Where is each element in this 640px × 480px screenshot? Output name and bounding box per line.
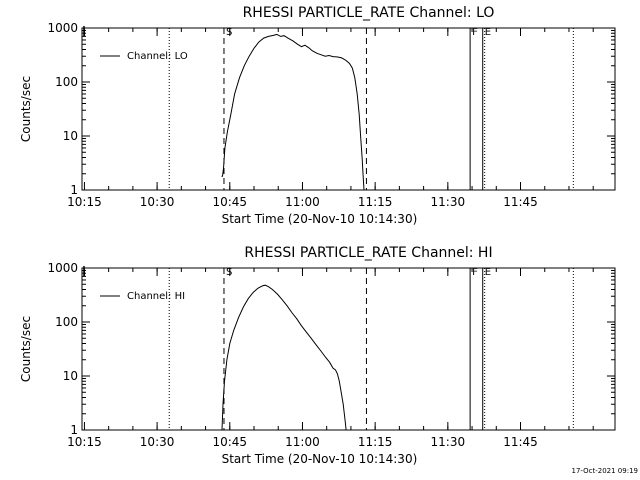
chart-panel-lo: RHESSI PARTICLE_RATE Channel: LO 1 10 100 10…: [19, 5, 616, 226]
y-tick-label: 100: [55, 315, 78, 329]
x-axis-label: Start Time (20-Nov-10 10:14:30): [222, 452, 418, 466]
x-tick-label: 10:45: [212, 435, 247, 449]
series-line-lo: [221, 33, 365, 191]
series-line-hi: [221, 284, 347, 431]
marker-label: E: [485, 27, 491, 38]
plot-area-frame: [81, 27, 616, 191]
chart-title: RHESSI PARTICLE_RATE Channel: HI: [244, 245, 492, 261]
y-axis-label: Counts/sec: [19, 316, 33, 382]
plot-area-frame: [81, 267, 616, 431]
footer-timestamp: 17-Oct-2021 09:19: [572, 467, 638, 475]
marker-label: F: [472, 267, 478, 278]
y-tick-label: 1000: [47, 261, 78, 275]
x-tick-label: 11:15: [358, 195, 393, 209]
marker-label: E: [485, 267, 491, 278]
x-tick-label: 10:30: [140, 195, 175, 209]
x-tick-label: 11:30: [431, 195, 466, 209]
marker-label: S: [226, 267, 232, 278]
x-tick-label: 10:45: [212, 195, 247, 209]
y-tick-label: 1: [70, 183, 78, 197]
marker-label: F: [472, 27, 478, 38]
y-tick-label: 1: [70, 423, 78, 437]
x-tick-label: 11:15: [358, 435, 393, 449]
x-axis-label: Start Time (20-Nov-10 10:14:30): [222, 212, 418, 226]
y-axis-label: Counts/sec: [19, 76, 33, 142]
x-tick-label: 10:15: [67, 435, 102, 449]
chart-panel-hi: RHESSI PARTICLE_RATE Channel: HI 1 10 100 10…: [19, 245, 616, 466]
legend-entry: Channel: LO: [127, 51, 188, 62]
x-tick-label: 11:00: [285, 195, 320, 209]
y-tick-label: 1000: [47, 21, 78, 35]
legend-entry: Channel: HI: [127, 291, 185, 302]
x-tick-label: 10:30: [140, 435, 175, 449]
x-tick-label: 11:00: [285, 435, 320, 449]
y-tick-label: 10: [63, 369, 78, 383]
x-tick-label: 11:45: [503, 435, 538, 449]
y-tick-label: 10: [63, 129, 78, 143]
x-tick-label: 11:30: [431, 435, 466, 449]
chart-title: RHESSI PARTICLE_RATE Channel: LO: [243, 5, 495, 21]
y-tick-label: 100: [55, 75, 78, 89]
x-tick-label: 10:15: [67, 195, 102, 209]
x-tick-label: 11:45: [503, 195, 538, 209]
marker-label: S: [226, 27, 232, 38]
